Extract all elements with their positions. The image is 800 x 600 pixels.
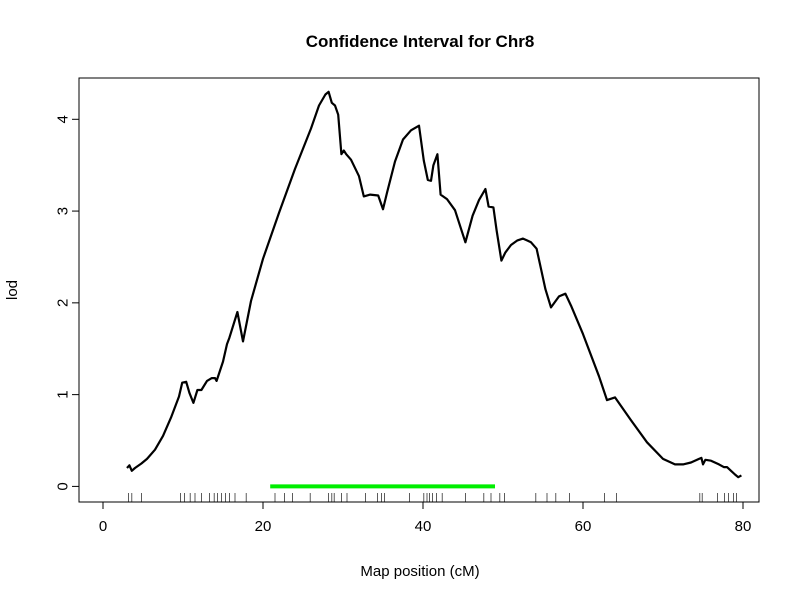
y-tick-label: 0 xyxy=(54,482,71,490)
y-tick-label: 4 xyxy=(54,115,71,123)
x-tick-label: 80 xyxy=(735,518,752,535)
y-tick-label: 1 xyxy=(54,390,71,398)
x-tick-label: 60 xyxy=(575,518,592,535)
y-tick-label: 2 xyxy=(54,299,71,307)
y-tick-label: 3 xyxy=(54,207,71,215)
plot-frame xyxy=(78,77,760,503)
y-axis: 0 1 2 3 4 xyxy=(54,115,79,491)
x-axis: 0 20 40 60 80 xyxy=(99,501,752,535)
lod-curve xyxy=(126,90,742,479)
x-tick-label: 40 xyxy=(415,518,432,535)
y-axis-label: lod xyxy=(4,280,21,300)
x-tick-label: 20 xyxy=(255,518,272,535)
x-axis-label: Map position (cM) xyxy=(360,563,479,580)
x-tick-label: 0 xyxy=(99,518,107,535)
chart-title: Confidence Interval for Chr8 xyxy=(306,32,535,51)
marker-rug xyxy=(128,493,737,502)
